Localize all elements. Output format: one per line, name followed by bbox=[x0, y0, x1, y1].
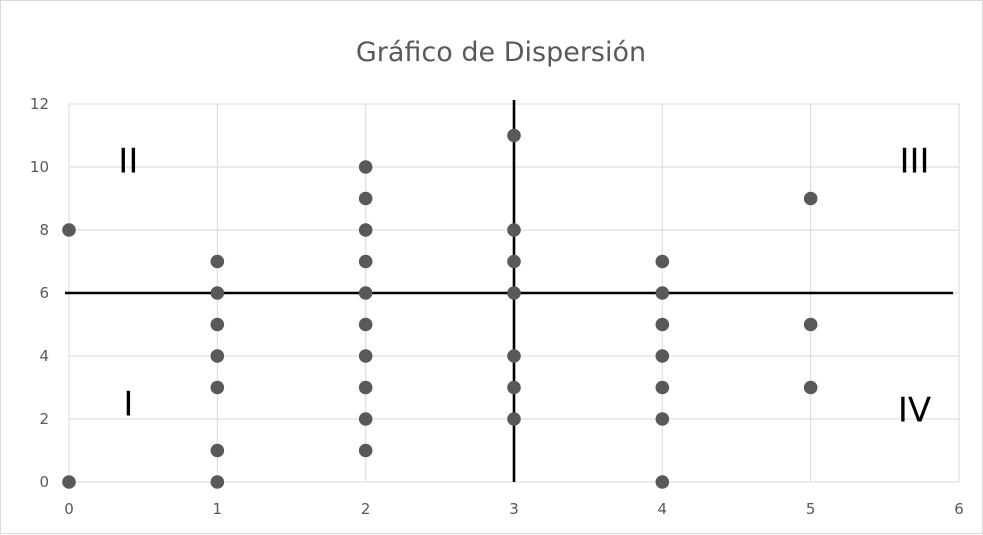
y-tick-label: 2 bbox=[39, 410, 49, 428]
data-point bbox=[655, 380, 670, 395]
chart-title: Gráfico de Dispersión bbox=[356, 37, 646, 68]
x-tick-label: 6 bbox=[954, 500, 964, 518]
quadrant-label: III bbox=[899, 142, 929, 182]
y-tick-label: 12 bbox=[30, 95, 49, 113]
x-tick-label: 4 bbox=[658, 500, 668, 518]
quadrant-label: I bbox=[123, 384, 133, 424]
y-tick-label: 8 bbox=[39, 221, 49, 239]
data-point bbox=[358, 191, 373, 206]
data-point bbox=[803, 191, 818, 206]
quadrant-label: II bbox=[118, 142, 138, 182]
data-point bbox=[210, 286, 225, 300]
data-point bbox=[655, 317, 670, 332]
y-tick-label: 6 bbox=[39, 284, 49, 302]
data-point bbox=[655, 349, 670, 363]
data-point bbox=[507, 286, 521, 300]
data-point bbox=[62, 223, 76, 237]
data-point bbox=[358, 412, 373, 426]
data-points bbox=[62, 128, 818, 489]
data-point bbox=[358, 443, 373, 458]
data-point bbox=[210, 380, 225, 395]
y-tick-label: 0 bbox=[39, 473, 49, 491]
quadrant-label: IV bbox=[898, 391, 931, 431]
data-point bbox=[210, 317, 225, 332]
data-point bbox=[358, 380, 373, 395]
data-point bbox=[507, 223, 521, 237]
data-point bbox=[655, 475, 670, 489]
data-point bbox=[210, 475, 225, 489]
data-point bbox=[210, 443, 225, 458]
data-point bbox=[358, 349, 373, 363]
x-tick-label: 2 bbox=[361, 500, 371, 518]
data-point bbox=[507, 412, 521, 426]
data-point bbox=[655, 412, 670, 426]
data-point bbox=[655, 254, 670, 269]
data-point bbox=[507, 349, 521, 363]
data-point bbox=[358, 223, 373, 237]
data-point bbox=[803, 380, 818, 395]
data-point bbox=[358, 286, 373, 300]
x-tick-label: 3 bbox=[509, 500, 519, 518]
data-point bbox=[803, 317, 818, 332]
data-point bbox=[62, 475, 76, 489]
y-tick-label: 4 bbox=[39, 347, 49, 365]
data-point bbox=[210, 254, 225, 269]
data-point bbox=[358, 254, 373, 269]
data-point bbox=[507, 254, 521, 269]
data-point bbox=[358, 317, 373, 332]
data-point bbox=[655, 286, 670, 300]
data-point bbox=[358, 160, 373, 174]
y-tick-label: 10 bbox=[30, 158, 49, 176]
data-point bbox=[507, 380, 521, 395]
x-tick-label: 0 bbox=[64, 500, 74, 518]
data-point bbox=[210, 349, 225, 363]
data-point bbox=[507, 128, 521, 143]
x-tick-label: 1 bbox=[213, 500, 223, 518]
x-tick-label: 5 bbox=[806, 500, 816, 518]
